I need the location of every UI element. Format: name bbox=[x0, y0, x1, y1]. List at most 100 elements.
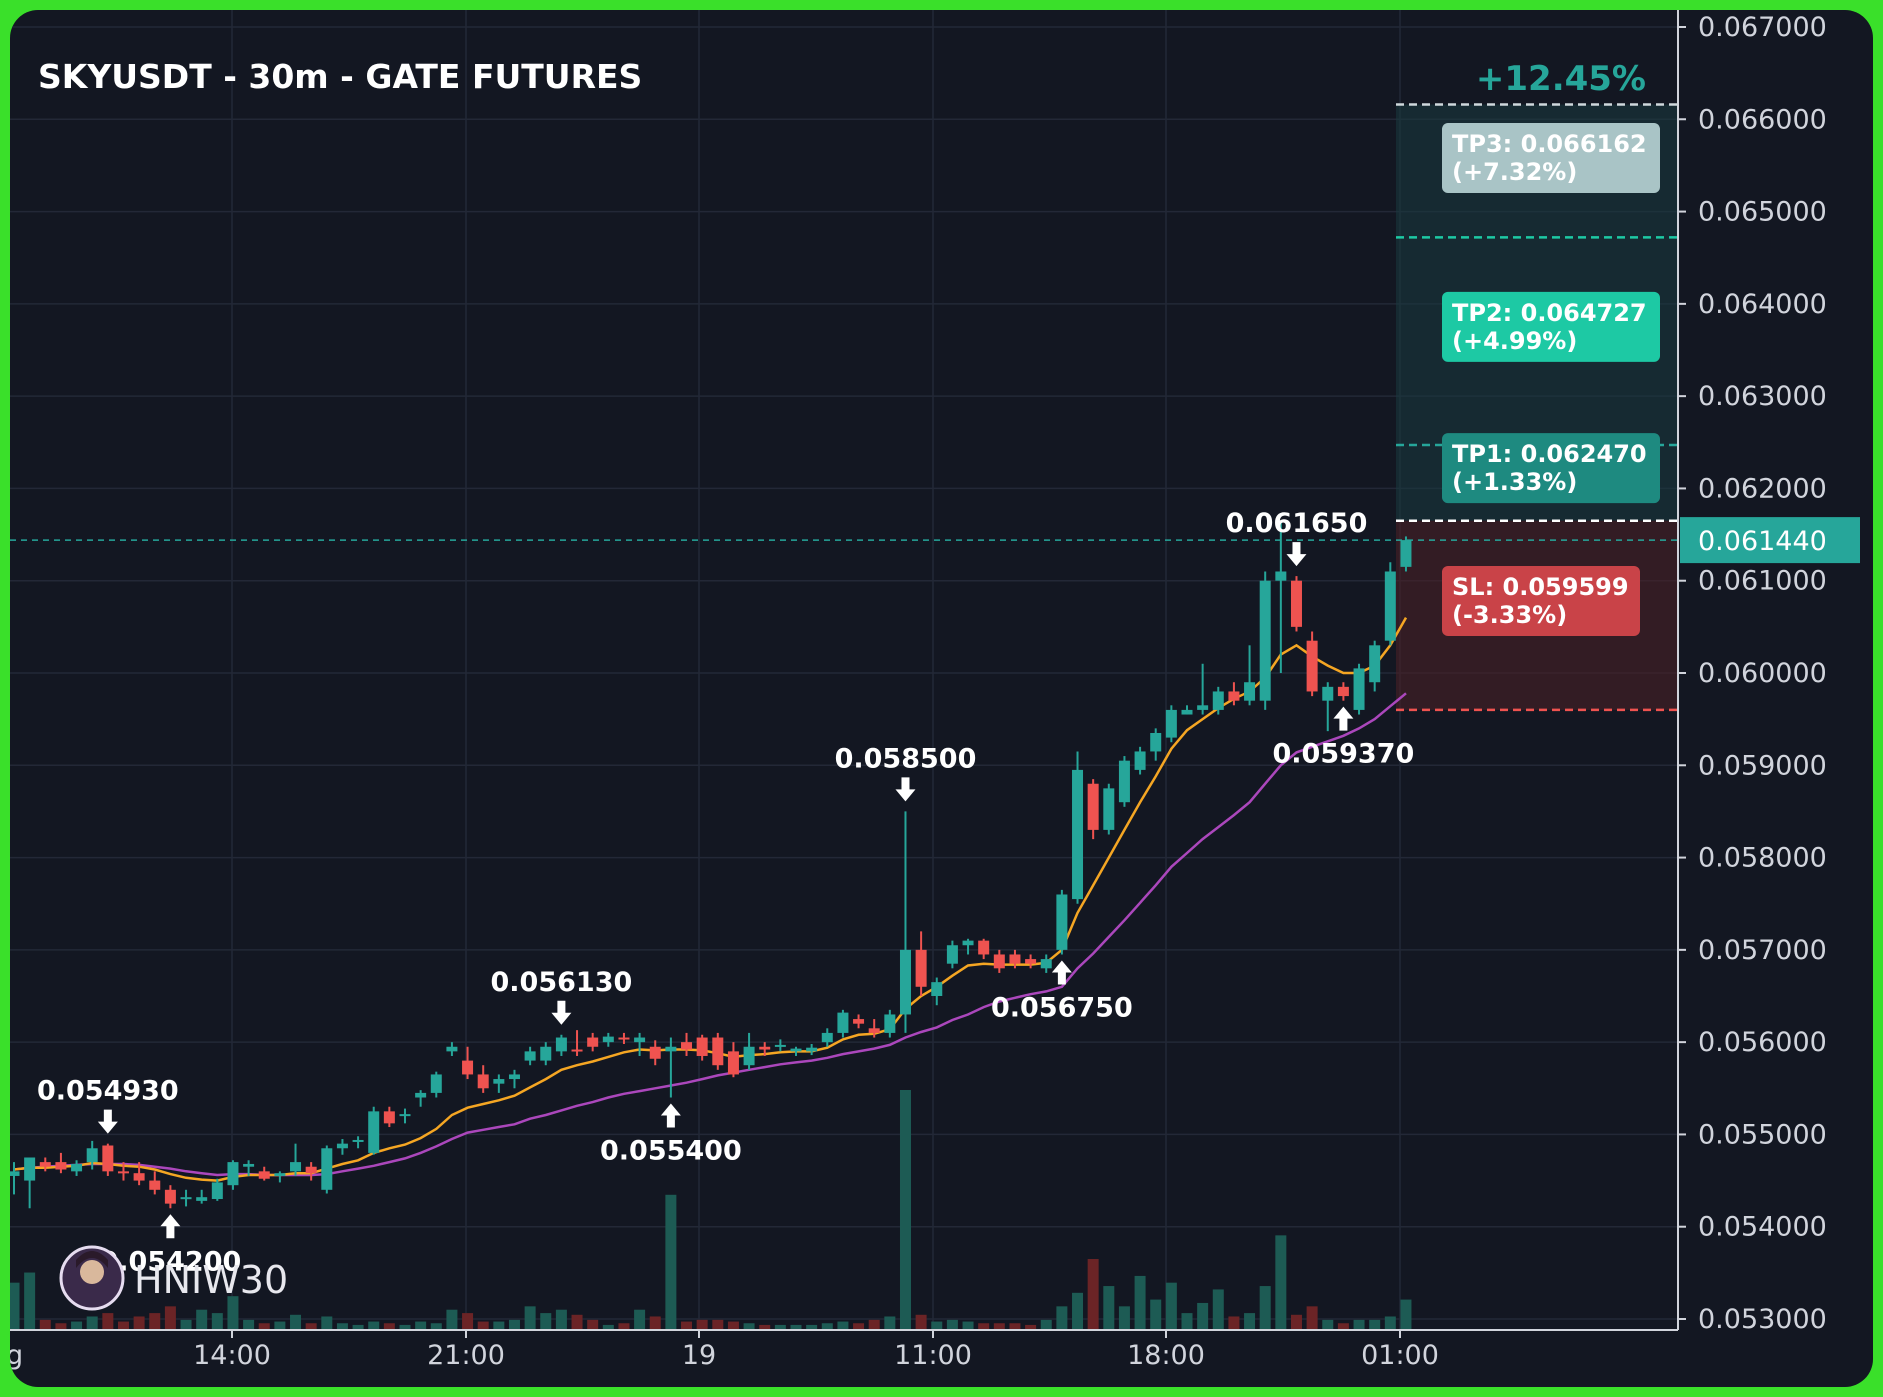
candle-body bbox=[1322, 686, 1334, 701]
volume-bar bbox=[931, 1321, 943, 1330]
candle bbox=[10, 1162, 20, 1195]
axes: 0.067000 0.066000 0.065000 0.064000 0.063000… bbox=[10, 10, 1860, 1371]
candle bbox=[1197, 663, 1209, 715]
price-label: 0.058500 bbox=[835, 743, 976, 802]
price-annotations: 0.0549300.0542000.0561300.0554000.058500… bbox=[37, 508, 1414, 1277]
candle bbox=[915, 931, 927, 996]
candle bbox=[336, 1139, 348, 1155]
volume-bar bbox=[55, 1323, 67, 1330]
volume-bar bbox=[180, 1319, 192, 1330]
sl-box-percent: (-3.33%) bbox=[1452, 601, 1567, 629]
volume-bar bbox=[149, 1313, 161, 1330]
volume-bar bbox=[774, 1324, 786, 1330]
volume-bar bbox=[1118, 1306, 1130, 1330]
volume-bars bbox=[10, 1090, 1412, 1330]
candle bbox=[571, 1030, 583, 1056]
candle-body bbox=[790, 1048, 802, 1052]
candle-body bbox=[493, 1079, 505, 1084]
candle-body bbox=[649, 1046, 661, 1059]
candle bbox=[508, 1069, 520, 1089]
volume-bar bbox=[39, 1319, 51, 1330]
volume-bar bbox=[806, 1324, 818, 1330]
candle bbox=[1244, 645, 1256, 706]
candle-body bbox=[868, 1028, 880, 1033]
candle bbox=[274, 1171, 286, 1183]
volume-bar bbox=[1181, 1313, 1193, 1330]
candle-body bbox=[1244, 682, 1256, 701]
volume-bar bbox=[1212, 1289, 1224, 1330]
volume-bar bbox=[1369, 1319, 1381, 1330]
candle bbox=[1072, 751, 1084, 904]
candle-body bbox=[1353, 668, 1365, 710]
candle-body bbox=[524, 1051, 536, 1061]
candle bbox=[305, 1162, 317, 1181]
candle-body bbox=[227, 1162, 239, 1186]
arrow-down-icon bbox=[551, 1000, 572, 1025]
candle-body bbox=[321, 1148, 333, 1190]
x-tick-label: 14:00 bbox=[193, 1340, 271, 1371]
candle-body bbox=[1150, 732, 1162, 752]
volume-bar bbox=[821, 1323, 833, 1330]
candle-body bbox=[1384, 571, 1396, 641]
volume-bar bbox=[1165, 1282, 1177, 1330]
volume-bar bbox=[915, 1314, 927, 1330]
candle bbox=[853, 1014, 865, 1029]
volume-bar bbox=[258, 1323, 270, 1330]
candle bbox=[618, 1032, 630, 1044]
candle-body bbox=[962, 940, 974, 946]
candle-body bbox=[978, 940, 990, 955]
volume-bar bbox=[524, 1306, 536, 1330]
y-tick-label: 0.056000 bbox=[1698, 1027, 1827, 1058]
candle-body bbox=[86, 1148, 98, 1163]
volume-bar bbox=[1290, 1314, 1302, 1330]
current-price-tag-bg bbox=[1680, 517, 1860, 564]
volume-bar bbox=[164, 1306, 176, 1330]
candle bbox=[1275, 520, 1287, 673]
y-tick-label: 0.058000 bbox=[1698, 843, 1827, 874]
tp3-box-price: TP3: 0.066162 bbox=[1452, 130, 1647, 158]
volume-bar bbox=[1275, 1235, 1287, 1330]
volume-bar bbox=[1056, 1306, 1068, 1330]
candle-body bbox=[1181, 709, 1193, 715]
candle-body bbox=[993, 954, 1005, 969]
candle bbox=[1212, 686, 1224, 715]
candle-body bbox=[806, 1047, 818, 1052]
candle-body bbox=[540, 1046, 552, 1061]
candle-body bbox=[430, 1074, 442, 1093]
candle-body bbox=[1290, 580, 1302, 627]
candle-body bbox=[336, 1143, 348, 1149]
avatar-hair bbox=[76, 1251, 108, 1268]
candle bbox=[759, 1042, 771, 1056]
volume-bar bbox=[10, 1282, 20, 1330]
trade-zones: TP3: 0.066162(+7.32%) TP2: 0.064727(+4.99… bbox=[10, 103, 1678, 712]
candle bbox=[86, 1140, 98, 1170]
candle-body bbox=[1259, 580, 1271, 701]
volume-bar bbox=[759, 1324, 771, 1330]
candle-body bbox=[258, 1171, 270, 1179]
candle-body bbox=[1212, 691, 1224, 710]
volume-bar bbox=[571, 1314, 583, 1330]
candle bbox=[868, 1019, 880, 1038]
volume-bar bbox=[336, 1323, 348, 1330]
volume-bar bbox=[133, 1316, 145, 1330]
y-tick-label: 0.062000 bbox=[1698, 473, 1827, 504]
candle-body bbox=[383, 1111, 395, 1124]
volume-bar bbox=[665, 1194, 677, 1330]
candle bbox=[462, 1046, 474, 1080]
candle bbox=[368, 1106, 380, 1155]
candle bbox=[24, 1157, 36, 1209]
candle bbox=[1306, 631, 1318, 697]
volume-bar bbox=[853, 1323, 865, 1330]
candle-body bbox=[931, 982, 943, 996]
volume-bar bbox=[227, 1296, 239, 1330]
volume-bar bbox=[1337, 1323, 1349, 1330]
candle-body bbox=[117, 1171, 129, 1174]
price-label-text: 0.055400 bbox=[600, 1136, 742, 1167]
candle bbox=[290, 1143, 302, 1176]
volume-bar bbox=[1244, 1313, 1256, 1330]
price-label: 0.055400 bbox=[600, 1103, 742, 1167]
price-label-text: 0.059370 bbox=[1273, 739, 1415, 770]
candle-body bbox=[853, 1019, 865, 1024]
candle bbox=[1056, 889, 1068, 955]
y-tick-label: 0.067000 bbox=[1698, 12, 1827, 43]
